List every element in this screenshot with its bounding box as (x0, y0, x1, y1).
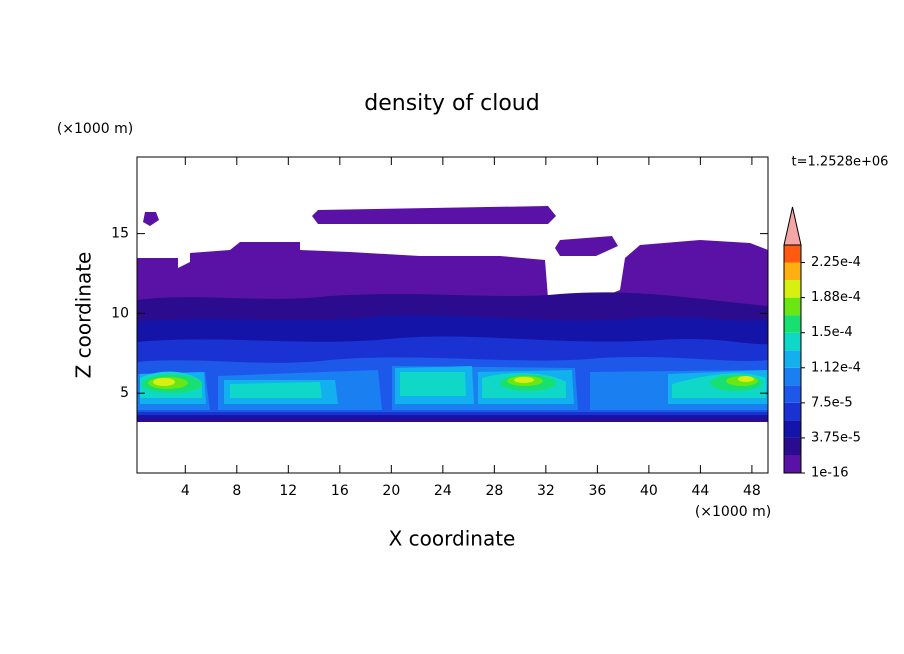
time-annotation: t=1.2528e+06 (792, 155, 889, 170)
colorbar-band (784, 280, 801, 298)
colorbar-frame (783, 244, 802, 474)
x-tick-label: 24 (434, 483, 452, 499)
contour-region (555, 236, 618, 256)
x-tick-label: 44 (691, 483, 709, 499)
y-tick-label: 15 (111, 226, 129, 242)
colorbar-band (784, 367, 801, 386)
x-tick-label: 20 (382, 483, 400, 499)
y-tick-label: 5 (120, 385, 129, 401)
y-tick-label: 10 (111, 305, 129, 321)
colorbar-tick-label: 2.25e-4 (811, 255, 861, 270)
contour-region (514, 377, 534, 383)
colorbar-tick-label: 1e-16 (811, 466, 849, 481)
x-tick-label: 16 (331, 483, 349, 499)
x-axis-label: X coordinate (389, 527, 516, 551)
x-tick-label: 48 (743, 483, 761, 499)
colorbar-band (784, 350, 801, 368)
contour-region (153, 378, 175, 386)
x-tick-label: 28 (485, 483, 503, 499)
colorbar-band (784, 437, 801, 456)
x-tick-label: 4 (181, 483, 190, 499)
x-tick-label: 36 (588, 483, 606, 499)
colorbar-band (784, 245, 801, 263)
contour-region (312, 206, 556, 224)
colorbar-extend (783, 206, 802, 246)
x-tick-label: 8 (232, 483, 241, 499)
colorbar-band (784, 332, 801, 351)
x-tick-label: 32 (537, 483, 555, 499)
x-unit: (×1000 m) (695, 504, 771, 520)
y-unit: (×1000 m) (57, 121, 133, 137)
colorbar-band (784, 262, 801, 281)
colorbar-tick-label: 1.5e-4 (811, 325, 853, 340)
colorbar-tick-label: 7.5e-5 (811, 395, 853, 410)
x-tick-label: 40 (640, 483, 658, 499)
colorbar-tick-label: 1.12e-4 (811, 360, 861, 375)
contour-region (143, 212, 159, 226)
colorbar-band (784, 402, 801, 421)
colorbar-band (784, 420, 801, 438)
contour-region (140, 371, 766, 398)
x-tick-label: 12 (279, 483, 297, 499)
colorbar-tick-label: 1.88e-4 (811, 290, 861, 305)
colorbar-tick-label: 3.75e-5 (811, 430, 861, 445)
y-axis-label: Z coordinate (72, 252, 96, 379)
colorbar-band (784, 315, 801, 333)
colorbar-band (784, 297, 801, 316)
contour-region (738, 376, 754, 382)
contour-field (137, 206, 768, 422)
colorbar-band (784, 455, 801, 473)
colorbar-band (784, 385, 801, 403)
chart-title: density of cloud (364, 91, 539, 116)
plot-frame (136, 156, 769, 474)
